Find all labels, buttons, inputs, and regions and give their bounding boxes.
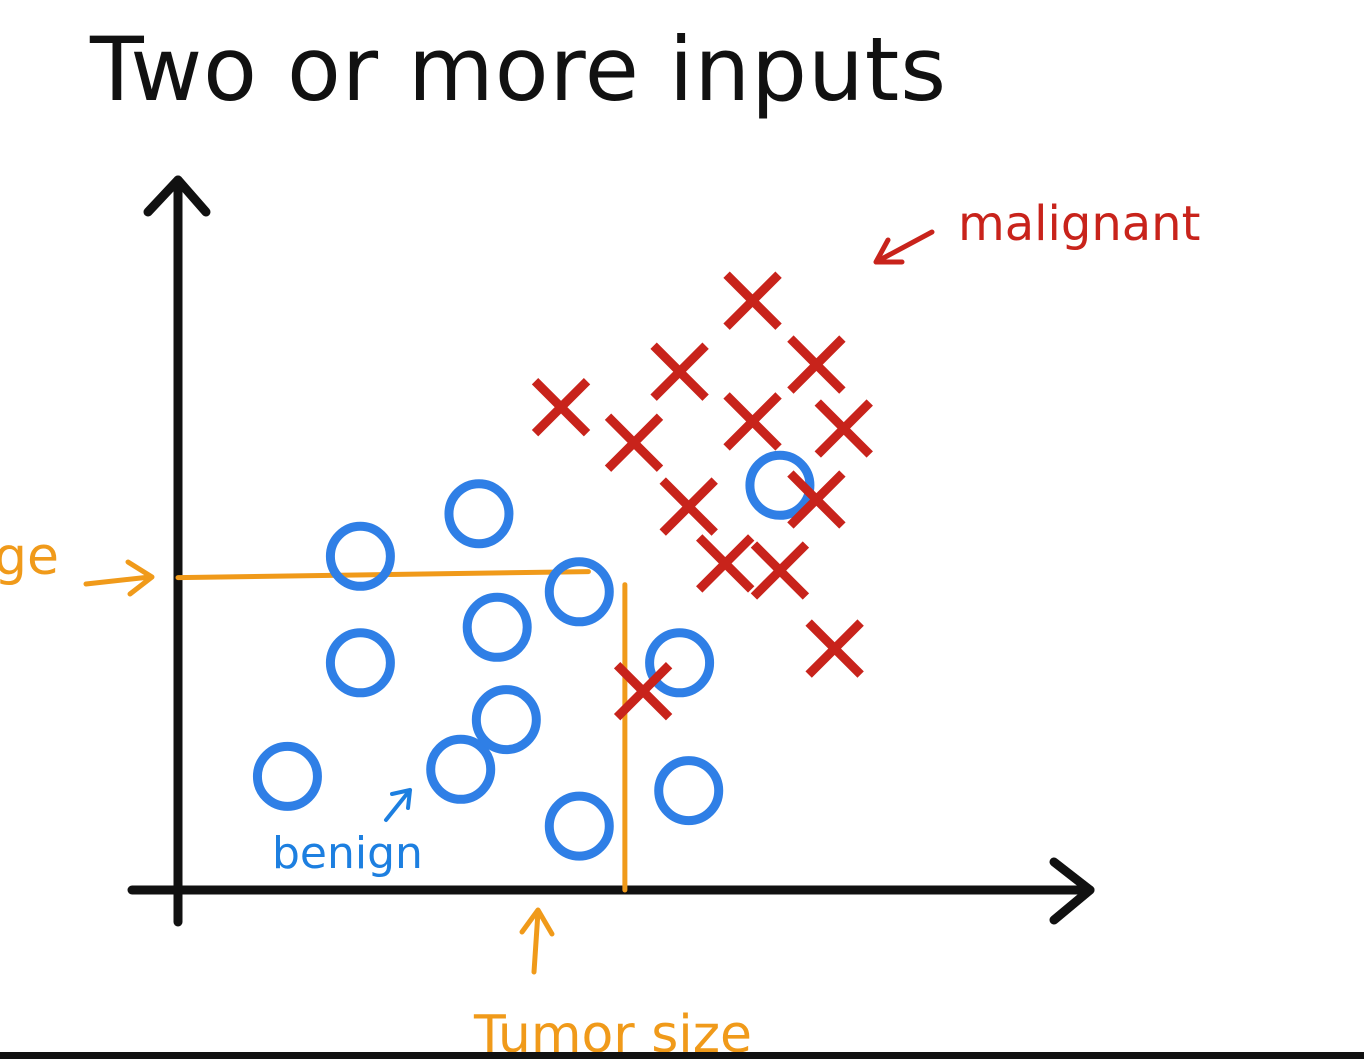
malignant-point (613, 662, 673, 721)
subtitle-strip (0, 1052, 1364, 1059)
malignant-point (604, 413, 664, 472)
malignant-point (750, 541, 810, 600)
malignant-point (723, 271, 782, 330)
malignant-point (696, 534, 755, 593)
benign-point (654, 756, 724, 826)
benign-point (426, 734, 496, 804)
malignant-point (805, 619, 864, 678)
benign-point (645, 628, 715, 698)
benign-point (325, 521, 395, 591)
x-axis-arrowhead (1049, 857, 1095, 925)
benign-point (252, 741, 322, 811)
slide-title: Two or more inputs (90, 18, 948, 121)
benign-point (544, 557, 614, 627)
x-axis-label: Tumor size (473, 1005, 752, 1059)
malignant-point (650, 342, 709, 401)
benign-arrow (384, 788, 412, 822)
benign-point (544, 791, 614, 861)
y-label-arrow (83, 559, 155, 597)
benign-point (745, 450, 815, 520)
benign-point (444, 479, 514, 549)
data-points (252, 271, 873, 861)
benign-point (462, 592, 532, 662)
malignant-point (659, 477, 718, 536)
benign-point (325, 628, 395, 698)
malignant-point (787, 335, 846, 394)
malignant-point (787, 470, 846, 529)
malignant-point (531, 378, 591, 437)
malignant-arrow (873, 229, 935, 265)
axes (127, 175, 1095, 927)
malignant-point (723, 392, 782, 451)
benign-point (471, 685, 541, 755)
benign-label: benign (272, 828, 423, 879)
malignant-label: malignant (958, 196, 1200, 252)
y-axis-arrowhead (143, 175, 211, 217)
malignant-point (814, 399, 873, 458)
tumor-size-arrow (519, 907, 555, 975)
y-axis-label: ge (0, 527, 59, 587)
